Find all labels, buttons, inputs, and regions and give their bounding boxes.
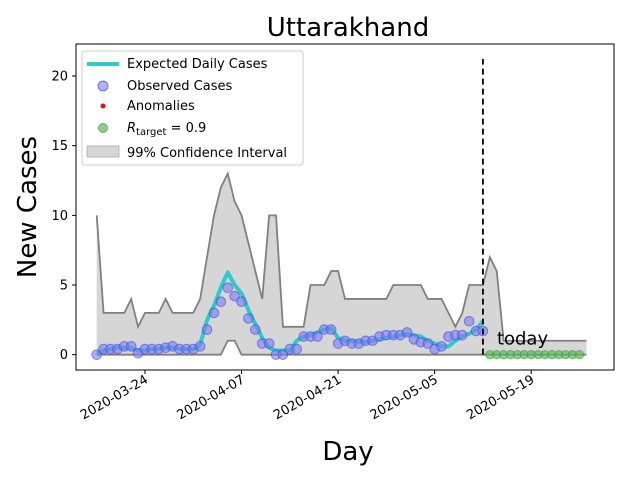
observed-markers-layer xyxy=(91,282,489,360)
observed-point xyxy=(215,296,227,308)
observed-point xyxy=(291,343,303,355)
y-tick-label: 0 xyxy=(60,348,68,363)
y-tick-label: 10 xyxy=(51,209,68,224)
observed-point xyxy=(436,341,447,352)
legend-label-ci: 99% Confidence Interval xyxy=(127,146,287,161)
observed-point xyxy=(401,327,413,338)
legend-label-target-render: Rtarget = 0.9 xyxy=(127,121,206,138)
legend-swatch-ci xyxy=(86,145,120,158)
plot-frame xyxy=(75,43,615,371)
x-axis-label: Day xyxy=(322,437,373,467)
legend-swatch-observed xyxy=(97,80,109,92)
observed-point xyxy=(325,324,337,335)
target-point xyxy=(574,349,585,360)
observed-point xyxy=(208,307,220,319)
observed-point xyxy=(201,324,213,335)
observed-point xyxy=(229,290,240,302)
observed-point xyxy=(463,315,475,327)
y-tick-label: 15 xyxy=(51,139,68,154)
observed-point xyxy=(222,282,234,294)
observed-point xyxy=(277,349,289,360)
observed-point xyxy=(312,331,323,342)
y-axis-label: New Cases xyxy=(13,136,43,278)
observed-point xyxy=(194,341,206,352)
legend-swatch-target xyxy=(98,123,108,133)
confidence-band-upper xyxy=(95,170,587,342)
legend-swatch-anomalies xyxy=(100,103,106,109)
legend-box xyxy=(81,50,304,166)
y-tick-label: 20 xyxy=(51,70,68,85)
today-marker-layer: today xyxy=(482,59,549,355)
legend-label-anomalies: Anomalies xyxy=(127,99,195,114)
chart-title: Uttarakhand xyxy=(267,13,429,43)
observed-point xyxy=(456,329,468,341)
observed-point xyxy=(125,341,137,352)
y-tick-label: 5 xyxy=(60,279,68,294)
y-axis-ticks: 0 5 10 15 20 xyxy=(51,70,76,363)
observed-point xyxy=(243,313,254,324)
observed-point xyxy=(422,338,434,349)
observed-point xyxy=(250,324,261,335)
observed-point xyxy=(263,338,275,349)
today-label: today xyxy=(497,329,549,350)
observed-point xyxy=(91,349,102,360)
target-markers-layer xyxy=(485,349,585,360)
observed-point xyxy=(236,296,247,308)
legend-label-expected: Expected Daily Cases xyxy=(127,57,268,72)
legend: Expected Daily Cases Observed Cases Anom… xyxy=(81,50,304,166)
legend-label-observed: Observed Cases xyxy=(127,79,232,94)
